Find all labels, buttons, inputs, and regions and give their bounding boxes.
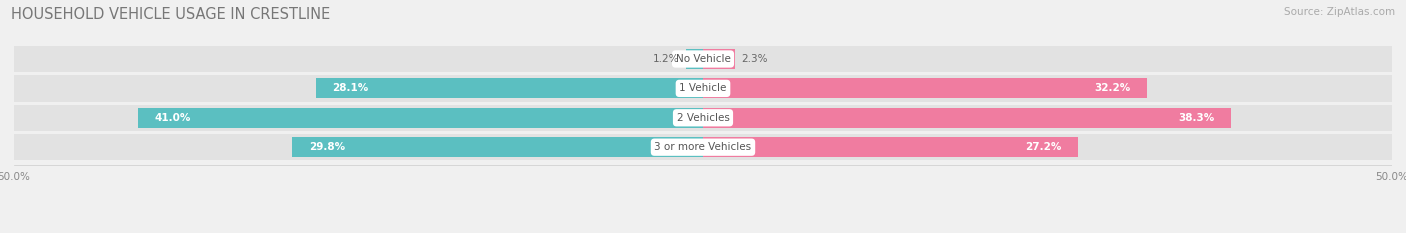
Text: 29.8%: 29.8%	[309, 142, 344, 152]
Text: Source: ZipAtlas.com: Source: ZipAtlas.com	[1284, 7, 1395, 17]
Text: 38.3%: 38.3%	[1178, 113, 1215, 123]
Text: 28.1%: 28.1%	[332, 83, 368, 93]
Text: 3 or more Vehicles: 3 or more Vehicles	[654, 142, 752, 152]
Bar	[14, 105, 1392, 131]
Text: 2.3%: 2.3%	[741, 54, 768, 64]
Text: 1 Vehicle: 1 Vehicle	[679, 83, 727, 93]
Text: 27.2%: 27.2%	[1025, 142, 1062, 152]
Bar	[703, 108, 1230, 128]
Bar	[14, 46, 1392, 72]
Text: 32.2%: 32.2%	[1094, 83, 1130, 93]
Bar	[14, 134, 1392, 160]
Bar	[703, 49, 735, 69]
Text: 2 Vehicles: 2 Vehicles	[676, 113, 730, 123]
Bar	[686, 49, 703, 69]
Bar	[316, 78, 703, 98]
Text: 41.0%: 41.0%	[155, 113, 191, 123]
Text: HOUSEHOLD VEHICLE USAGE IN CRESTLINE: HOUSEHOLD VEHICLE USAGE IN CRESTLINE	[11, 7, 330, 22]
Bar	[14, 75, 1392, 102]
Bar	[703, 137, 1078, 157]
Text: 1.2%: 1.2%	[652, 54, 679, 64]
Bar	[292, 137, 703, 157]
Bar	[703, 78, 1147, 98]
Text: No Vehicle: No Vehicle	[675, 54, 731, 64]
Bar	[138, 108, 703, 128]
